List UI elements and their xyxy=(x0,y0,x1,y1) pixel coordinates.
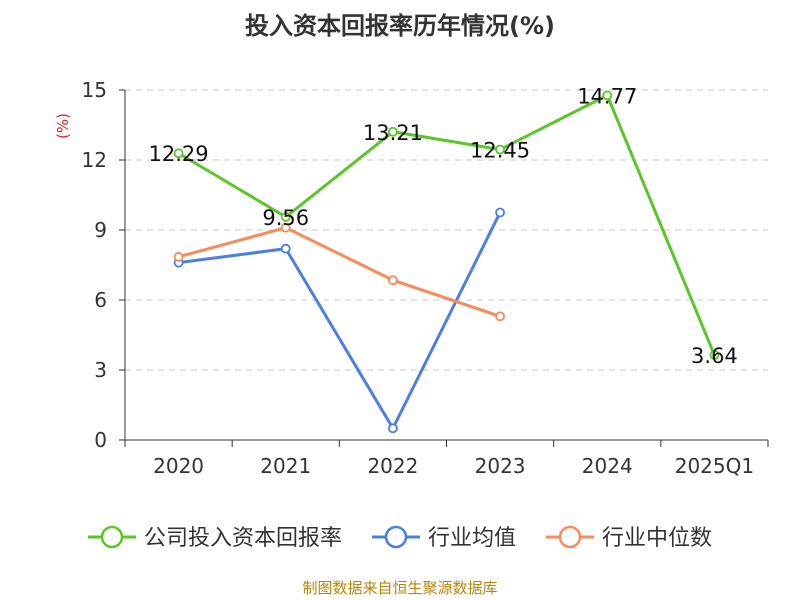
data-point xyxy=(495,311,505,322)
source-note: 制图数据来自恒生聚源数据库 xyxy=(302,579,498,597)
data-label: 3.64 xyxy=(691,344,738,368)
chart-title: 投入资本回报率历年情况(%) xyxy=(245,12,555,40)
legend-marker xyxy=(558,525,582,549)
data-point xyxy=(388,275,398,286)
series-line-1 xyxy=(178,211,502,430)
legend-label: 公司投入资本回报率 xyxy=(144,526,342,551)
y-tick-label: 9 xyxy=(94,218,107,242)
data-point xyxy=(388,126,398,137)
legend-label: 行业均值 xyxy=(428,526,516,551)
series-line-2 xyxy=(178,226,501,318)
data-label: 9.56 xyxy=(262,206,309,230)
x-tick-label: 2024 xyxy=(582,454,633,478)
data-label: 13.21 xyxy=(363,121,423,145)
data-point xyxy=(280,243,291,254)
data-point xyxy=(709,350,720,360)
data-point xyxy=(173,251,184,262)
data-point xyxy=(388,423,398,434)
data-point xyxy=(495,144,505,155)
data-point xyxy=(495,207,505,218)
legend-label: 行业中位数 xyxy=(602,526,712,551)
data-point xyxy=(280,222,291,233)
legend-marker xyxy=(100,525,124,549)
series-line-0 xyxy=(177,93,716,356)
x-tick-label: 2020 xyxy=(153,454,204,478)
y-tick-label: 0 xyxy=(94,428,107,452)
data-label: 14.77 xyxy=(577,84,637,108)
x-tick-label: 2022 xyxy=(367,454,418,478)
data-point xyxy=(280,212,291,222)
data-point xyxy=(173,148,184,159)
data-label: 12.45 xyxy=(470,139,530,163)
y-tick-label: 12 xyxy=(82,148,107,172)
data-point xyxy=(602,90,613,101)
x-tick-label: 2023 xyxy=(475,454,526,478)
legend-marker xyxy=(384,525,408,549)
y-tick-label: 3 xyxy=(94,358,107,382)
x-tick-label: 2021 xyxy=(260,454,311,478)
data-label: 12.29 xyxy=(149,142,209,166)
x-tick-label: 2025Q1 xyxy=(675,454,754,478)
y-tick-label: 15 xyxy=(82,78,107,102)
y-tick-label: 6 xyxy=(94,288,107,312)
y-axis-label: (%) xyxy=(54,113,72,139)
